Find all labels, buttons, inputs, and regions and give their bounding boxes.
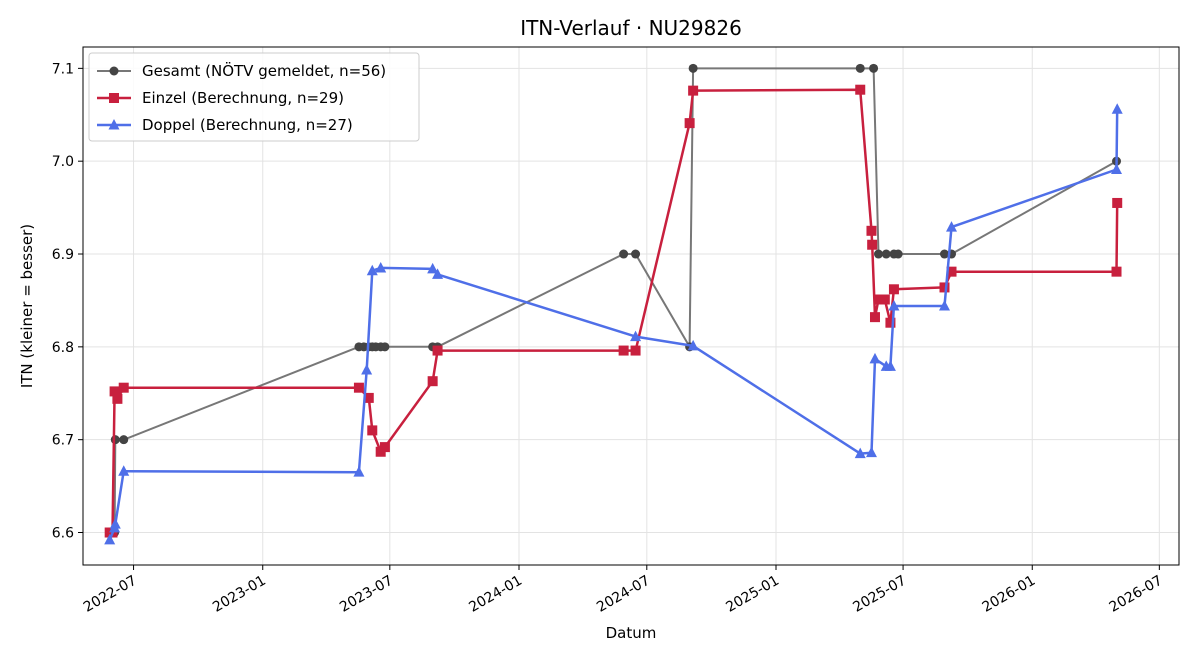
data-point — [869, 63, 879, 73]
data-point — [888, 300, 900, 311]
y-axis-label: ITN (kleiner = besser) — [18, 224, 36, 388]
legend-label: Doppel (Berechnung, n=27) — [142, 116, 353, 134]
data-point — [427, 262, 439, 274]
data-point — [619, 249, 629, 259]
data-point — [854, 447, 866, 459]
plot-frame — [82, 46, 1180, 566]
y-tick-label: 6.8 — [52, 340, 74, 356]
y-tick-label: 7.1 — [52, 61, 74, 77]
legend-marker — [109, 66, 119, 76]
data-point — [366, 264, 378, 276]
data-point — [630, 345, 641, 356]
data-point — [885, 317, 896, 328]
data-point — [893, 249, 903, 259]
chart-title: ITN-Verlauf · NU29826 — [520, 16, 742, 40]
data-point — [869, 312, 880, 323]
legend-box — [88, 52, 420, 142]
legend-marker — [108, 119, 120, 130]
series-triangle — [104, 103, 1123, 545]
y-tick-label: 7.0 — [52, 154, 74, 170]
series-line — [108, 109, 1119, 541]
data-point — [1111, 163, 1123, 175]
data-point — [118, 465, 130, 476]
data-point — [688, 85, 699, 96]
data-point — [938, 300, 950, 311]
data-point — [427, 376, 438, 387]
data-point — [867, 239, 878, 250]
data-point — [109, 386, 120, 397]
data-point — [884, 360, 896, 371]
data-point — [946, 266, 957, 277]
data-point — [1111, 266, 1122, 277]
data-point — [432, 345, 443, 356]
data-point — [869, 352, 881, 364]
data-point — [361, 364, 373, 375]
data-point — [688, 63, 698, 73]
data-point — [112, 393, 123, 404]
y-tick-label: 6.9 — [52, 247, 74, 263]
legend-entry: Einzel (Berechnung, n=29) — [97, 89, 344, 107]
legend-entry: Gesamt (NÖTV gemeldet, n=56) — [97, 61, 386, 80]
data-point — [119, 435, 129, 445]
y-tick-label: 6.6 — [52, 526, 74, 542]
data-point — [367, 425, 378, 436]
data-point — [432, 268, 444, 279]
data-point — [379, 442, 390, 453]
data-point — [873, 294, 884, 305]
data-point — [684, 118, 695, 129]
data-point — [855, 84, 866, 95]
legend-marker — [109, 93, 119, 103]
legend-label: Gesamt (NÖTV gemeldet, n=56) — [142, 61, 386, 80]
data-point — [110, 435, 120, 445]
data-point — [1111, 103, 1123, 114]
series-layer — [104, 63, 1123, 545]
data-point — [118, 382, 129, 393]
data-point — [353, 382, 364, 393]
legend: Gesamt (NÖTV gemeldet, n=56) Einzel (Bere… — [88, 52, 420, 142]
data-point — [879, 294, 890, 305]
data-point — [855, 63, 865, 73]
data-point — [631, 249, 641, 259]
legend-label: Einzel (Berechnung, n=29) — [142, 89, 344, 107]
data-point — [109, 518, 121, 529]
data-point — [630, 330, 642, 342]
data-point — [618, 345, 629, 356]
data-point — [353, 466, 365, 477]
data-point — [1112, 197, 1123, 208]
data-point — [939, 282, 950, 293]
data-point — [946, 221, 958, 232]
data-point — [687, 339, 699, 351]
data-point — [375, 261, 387, 273]
data-point — [866, 225, 877, 236]
data-point — [888, 284, 899, 295]
data-point — [363, 392, 374, 403]
x-axis-label: Datum — [606, 624, 657, 642]
legend-entry: Doppel (Berechnung, n=27) — [97, 116, 353, 134]
data-point — [881, 249, 891, 259]
data-point — [380, 342, 390, 352]
data-point — [939, 249, 949, 259]
data-point — [104, 533, 116, 545]
data-point — [865, 446, 877, 458]
data-point — [873, 249, 883, 259]
y-tick-label: 6.7 — [52, 433, 74, 449]
